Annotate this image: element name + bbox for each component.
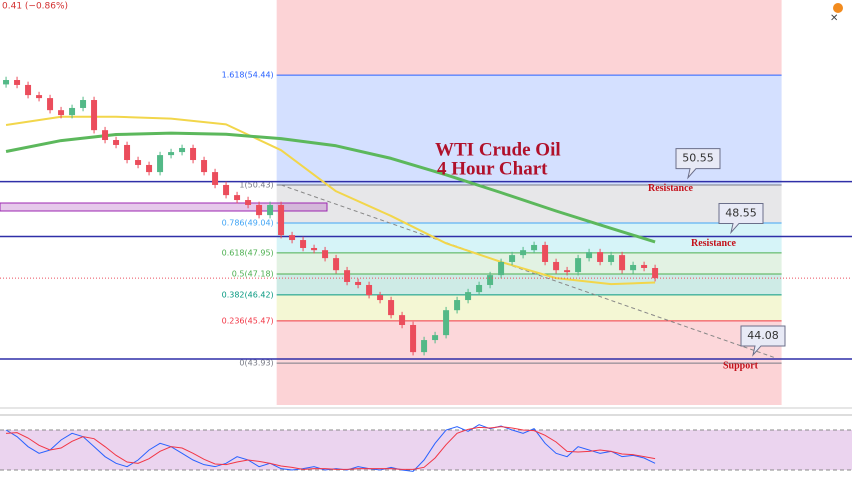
candle-body [641, 264, 648, 268]
fib-label: 0.786(49.04) [222, 219, 274, 228]
chart-subtitle: 4 Hour Chart [437, 158, 548, 179]
price-change: 0.41 (−0.86%) [2, 2, 68, 12]
fib-zone [276, 274, 782, 295]
candle-body [80, 100, 87, 108]
candle-body [454, 300, 461, 311]
level-label: Resistance [648, 183, 694, 194]
candle-body [586, 252, 593, 259]
candle-body [421, 340, 428, 353]
candle-body [223, 184, 230, 196]
fib-zone [276, 320, 782, 364]
candle-body [498, 261, 505, 276]
chart-title: WTI Crude Oil [435, 139, 561, 160]
candle-body [58, 110, 65, 116]
fib-label: 0.618(47.95) [222, 248, 274, 257]
fib-label: 0.236(45.47) [222, 316, 274, 325]
candle-body [311, 247, 318, 251]
candle-body [14, 80, 21, 85]
candle-body [509, 255, 516, 262]
candle-body [212, 172, 219, 185]
candle-body [542, 244, 549, 262]
candle-body [168, 152, 175, 156]
level-value: 50.55 [682, 152, 714, 165]
candle-body [190, 147, 197, 161]
candle-body [487, 275, 494, 285]
candle-body [399, 315, 406, 325]
candle-body [113, 140, 120, 145]
candle-body [575, 258, 582, 273]
candle-body [597, 252, 604, 262]
oscillator-band [0, 430, 852, 470]
candle-body [619, 255, 626, 271]
candle-body [388, 300, 395, 316]
fib-label: 0.5(47.18) [232, 270, 274, 279]
candle-body [256, 204, 263, 216]
candle-body [201, 160, 208, 173]
candle-body [267, 204, 274, 216]
fib-zone [276, 184, 782, 224]
candle-body [531, 244, 538, 251]
fib-zone [276, 294, 782, 321]
fib-label: 0(43.93) [239, 359, 273, 368]
candle-body [179, 147, 186, 153]
fib-label: 1(50.43) [239, 180, 273, 189]
candle-body [553, 261, 560, 271]
candle-body [289, 235, 296, 241]
candle-body [47, 98, 54, 111]
level-label: Support [723, 360, 759, 371]
candle-body [245, 200, 252, 205]
candle-body [36, 95, 43, 99]
candle-body [135, 160, 142, 165]
close-icon[interactable]: ✕ [830, 13, 838, 24]
candle-body [91, 100, 98, 131]
candle-body [157, 155, 164, 173]
callout-box [740, 325, 786, 357]
candle-body [410, 324, 417, 353]
fib-label: 1.618(54.44) [222, 71, 274, 80]
candle-body [333, 258, 340, 271]
oscillator-line [6, 426, 656, 470]
candle-body [443, 310, 450, 336]
fib-zone [276, 363, 782, 405]
candle-body [608, 255, 615, 262]
settings-icon[interactable] [833, 3, 843, 13]
candle-body [300, 240, 307, 248]
fib-zone [276, 0, 782, 76]
fib-zone [276, 223, 782, 253]
candle-body [234, 195, 241, 201]
candle-body [465, 292, 472, 301]
fib-label: 0.382(46.42) [222, 290, 274, 299]
candle-body [652, 267, 659, 279]
highlight-box [0, 202, 328, 212]
trendline [280, 184, 777, 359]
candle-body [322, 250, 329, 259]
candle-body [377, 295, 384, 301]
candle-body [69, 107, 76, 116]
level-label: Resistance [691, 238, 737, 249]
candle-body [355, 281, 362, 285]
candle-body [146, 164, 153, 173]
candle-body [564, 270, 571, 273]
candle-body [124, 144, 131, 161]
candle-body [278, 204, 285, 236]
candle-body [476, 284, 483, 293]
plot: 50.55 Resistance 48.55 Resistance 44.08 Suppo… [0, 76, 852, 371]
candle-body [630, 264, 637, 271]
oscillator-pane [0, 424, 852, 472]
moving-average [5, 131, 656, 244]
candle-body [3, 80, 10, 85]
candle-body [25, 84, 32, 96]
callout-box [675, 148, 721, 180]
level-value: 48.55 [725, 206, 757, 219]
level-value: 44.08 [747, 329, 779, 342]
candle-body [344, 270, 351, 282]
candle-body [432, 335, 439, 341]
candle-body [102, 130, 109, 141]
candle-body [366, 284, 373, 296]
moving-average [5, 115, 656, 286]
candle-body [520, 250, 527, 256]
callout-box [718, 202, 764, 235]
